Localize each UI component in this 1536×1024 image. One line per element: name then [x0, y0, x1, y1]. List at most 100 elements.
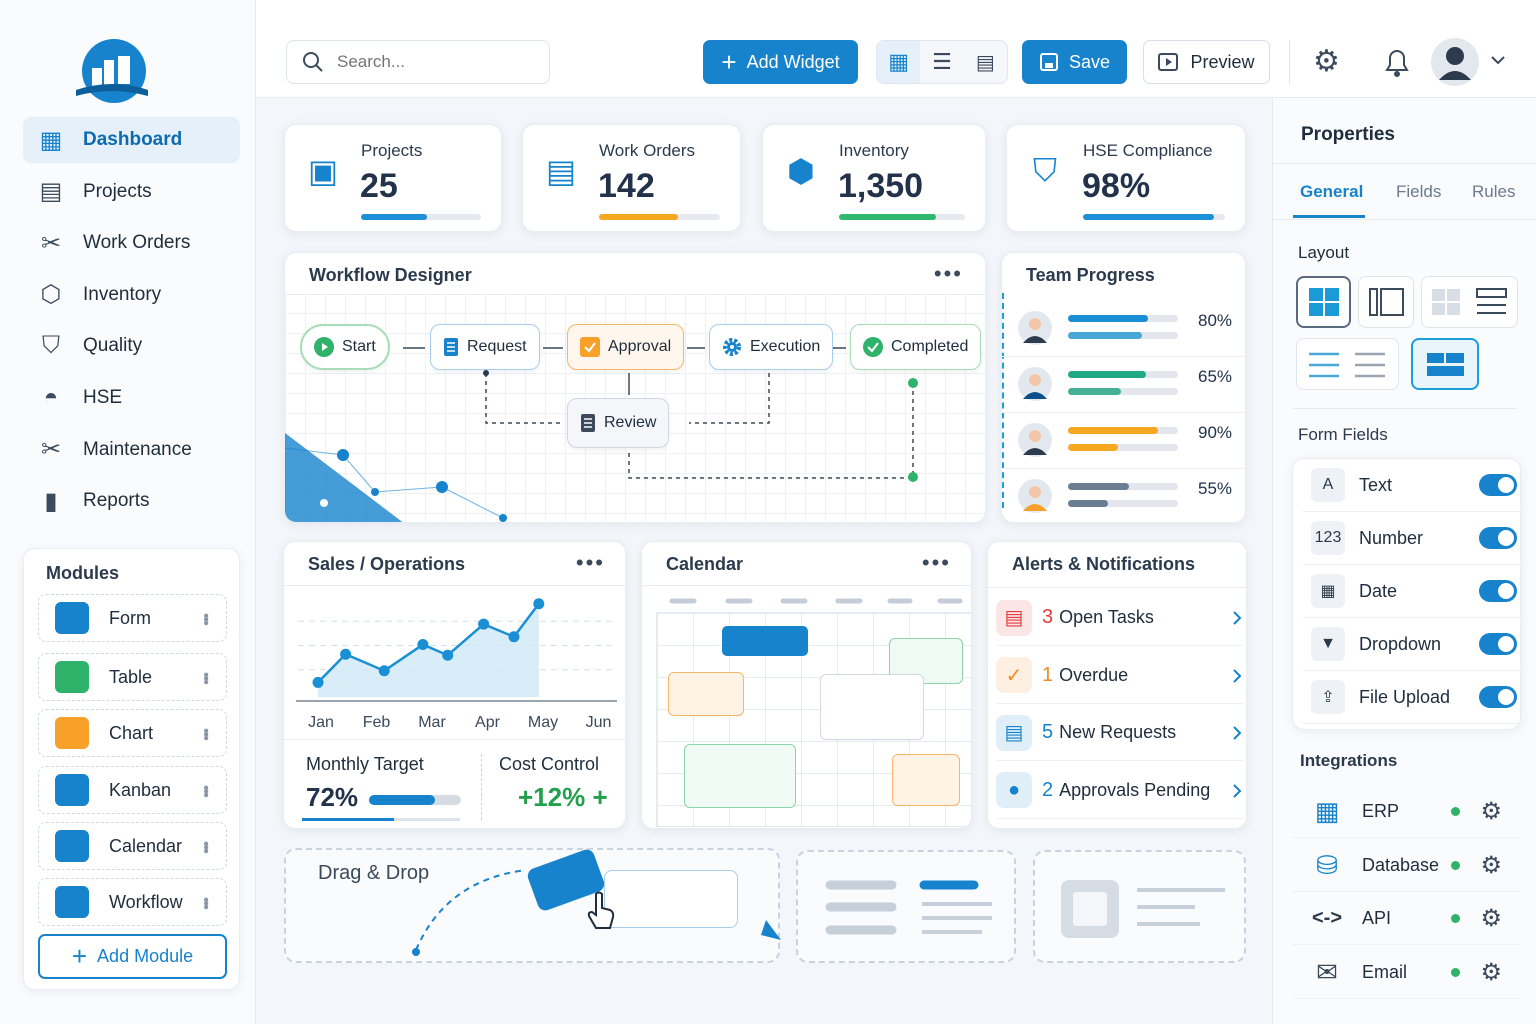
- alert-open-tasks[interactable]: ▤ 3 Open Tasks: [996, 590, 1244, 646]
- calendar-event[interactable]: [820, 674, 924, 740]
- integration-email[interactable]: ✉ Email ⚙: [1292, 947, 1520, 999]
- module-label: Table: [109, 666, 153, 687]
- sidebar-item-inventory[interactable]: ⬡ Inventory: [23, 272, 240, 318]
- search-input[interactable]: [337, 52, 527, 72]
- sidebar-item-hse[interactable]: ◓ HSE: [23, 375, 240, 421]
- sidebar-item-projects[interactable]: ▤ Projects: [23, 169, 240, 215]
- drag-handle-icon[interactable]: •••: [197, 896, 214, 908]
- calendar-event[interactable]: [722, 626, 808, 656]
- form-field-file-upload[interactable]: ⇪ File Upload: [1303, 671, 1521, 724]
- form-field-date[interactable]: ▦ Date: [1303, 565, 1521, 618]
- drag-handle-icon[interactable]: •••: [197, 784, 214, 796]
- drag-drop-zone[interactable]: Drag & Drop: [284, 847, 781, 963]
- layout-mixed-option[interactable]: [1421, 276, 1518, 328]
- form-field-number[interactable]: 123 Number: [1303, 512, 1521, 565]
- integration-database[interactable]: ⛁ Database ⚙: [1292, 840, 1520, 892]
- field-toggle[interactable]: [1479, 633, 1517, 655]
- data-point[interactable]: [340, 648, 352, 660]
- data-point[interactable]: [508, 631, 520, 643]
- form-field-dropdown[interactable]: ▼ Dropdown: [1303, 618, 1521, 671]
- field-toggle[interactable]: [1479, 686, 1517, 708]
- sidebar-item-work-orders[interactable]: ✂ Work Orders: [23, 220, 240, 266]
- detail-view-icon[interactable]: ▤: [975, 51, 995, 74]
- sidebar-item-reports[interactable]: ▮ Reports: [23, 478, 240, 524]
- module-kanban[interactable]: Kanban •••: [38, 766, 227, 814]
- calendar-event[interactable]: [684, 744, 796, 808]
- drag-handle-icon[interactable]: •••: [197, 671, 214, 683]
- add-widget-button[interactable]: + Add Widget: [703, 40, 858, 84]
- sidebar-item-dashboard[interactable]: ▦ Dashboard: [23, 117, 240, 163]
- sidebar-item-maintenance[interactable]: ✂ Maintenance: [23, 427, 240, 473]
- data-point[interactable]: [417, 639, 429, 651]
- integration-label: Database: [1362, 854, 1440, 875]
- tab-general[interactable]: General: [1300, 182, 1364, 201]
- field-toggle[interactable]: [1479, 580, 1517, 602]
- bell-icon[interactable]: [1383, 46, 1411, 78]
- stat-card-work-orders[interactable]: ▤ Work Orders 142: [522, 124, 741, 232]
- widget-placeholder[interactable]: [1033, 850, 1246, 963]
- drag-handle-icon[interactable]: •••: [197, 840, 214, 852]
- alert-approvals-pending[interactable]: ● 2 Approvals Pending: [996, 763, 1244, 819]
- data-point[interactable]: [478, 618, 490, 630]
- chevron-down-icon[interactable]: [1490, 54, 1506, 66]
- workflow-node-start[interactable]: Start: [300, 324, 390, 370]
- gear-icon[interactable]: ⚙: [1480, 905, 1502, 932]
- data-point[interactable]: [442, 649, 454, 661]
- avatar[interactable]: [1431, 38, 1479, 86]
- data-point[interactable]: [533, 598, 545, 610]
- more-options-icon[interactable]: •••: [575, 550, 605, 575]
- more-options-icon[interactable]: •••: [933, 261, 963, 286]
- properties-title: Properties: [1301, 124, 1395, 145]
- workflow-node-review[interactable]: Review: [567, 398, 670, 448]
- tab-rules[interactable]: Rules: [1472, 182, 1516, 201]
- more-options-icon[interactable]: •••: [921, 550, 951, 575]
- form-field-text[interactable]: A Text: [1303, 459, 1521, 512]
- tab-fields[interactable]: Fields: [1396, 182, 1442, 201]
- integration-erp[interactable]: ▦ ERP ⚙: [1292, 786, 1520, 838]
- save-label: Save: [1068, 51, 1111, 72]
- sidebar-item-label: Maintenance: [83, 438, 192, 460]
- monthly-target-value: 72%: [306, 782, 359, 812]
- save-button[interactable]: Save: [1022, 40, 1127, 84]
- stat-card-inventory[interactable]: ⬢ Inventory 1,350: [762, 124, 986, 232]
- list-view-icon[interactable]: ☰: [932, 49, 952, 74]
- module-chart[interactable]: Chart •••: [38, 709, 227, 757]
- workflow-node-execution[interactable]: Execution: [709, 324, 834, 370]
- gear-icon[interactable]: ⚙: [1480, 958, 1502, 986]
- alert-new-requests[interactable]: ▤ 5 New Requests: [996, 705, 1244, 761]
- integration-api[interactable]: <-> API ⚙: [1292, 893, 1520, 945]
- layout-grid-option[interactable]: [1296, 276, 1351, 328]
- layout-sidebar-option[interactable]: [1358, 276, 1414, 328]
- data-point[interactable]: [378, 665, 390, 677]
- workflow-node-request[interactable]: Request: [430, 324, 540, 370]
- play-icon: [1158, 53, 1179, 71]
- module-workflow[interactable]: Workflow •••: [38, 878, 227, 926]
- data-point[interactable]: [312, 676, 324, 688]
- alert-overdue[interactable]: ✓ 1 Overdue: [996, 648, 1244, 704]
- workflow-node-completed[interactable]: Completed: [850, 324, 982, 370]
- sidebar-item-quality[interactable]: ⛉ Quality: [23, 323, 240, 369]
- calendar-event[interactable]: [668, 672, 744, 716]
- stat-card-projects[interactable]: ▣ Projects 25: [284, 124, 502, 232]
- calendar-event[interactable]: [892, 754, 960, 806]
- preview-button[interactable]: Preview: [1143, 40, 1270, 84]
- layout-list-option[interactable]: [1296, 338, 1399, 390]
- field-toggle[interactable]: [1479, 527, 1517, 549]
- gear-icon[interactable]: ⚙: [1480, 798, 1502, 825]
- widget-placeholder[interactable]: [796, 850, 1016, 963]
- grid-view-icon[interactable]: ▦: [877, 41, 921, 83]
- drag-handle-icon[interactable]: •••: [197, 612, 214, 624]
- drag-handle-icon[interactable]: •••: [197, 727, 214, 739]
- gear-icon[interactable]: ⚙: [1480, 851, 1502, 879]
- briefcase-icon: ▣: [307, 153, 339, 189]
- layout-header-option[interactable]: [1411, 338, 1479, 390]
- module-table[interactable]: Table •••: [38, 653, 227, 701]
- module-calendar[interactable]: Calendar •••: [38, 822, 227, 870]
- module-form[interactable]: Form •••: [38, 594, 227, 642]
- workflow-node-approval[interactable]: Approval: [567, 324, 685, 370]
- add-module-button[interactable]: + Add Module: [38, 934, 227, 979]
- search-box[interactable]: [286, 40, 550, 84]
- stat-card-hse-compliance[interactable]: ⛉ HSE Compliance 98%: [1006, 124, 1246, 232]
- field-toggle[interactable]: [1479, 474, 1517, 496]
- settings-gear-icon[interactable]: ⚙: [1313, 45, 1340, 78]
